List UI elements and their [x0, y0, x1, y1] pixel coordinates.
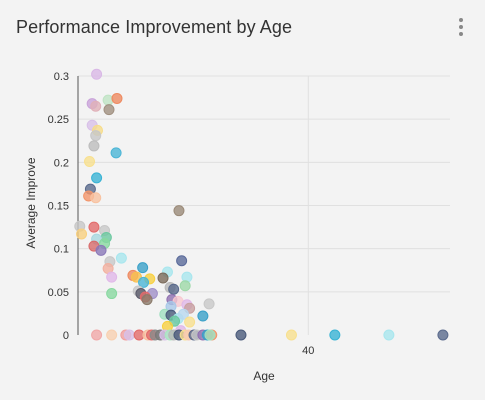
- data-point: [179, 280, 191, 292]
- data-point: [111, 92, 123, 104]
- data-point: [197, 310, 209, 322]
- chart-title: Performance Improvement by Age: [16, 17, 293, 37]
- data-point: [88, 140, 100, 152]
- data-point: [123, 329, 135, 341]
- data-point: [90, 100, 102, 112]
- y-tick-label: 0.1: [54, 244, 69, 256]
- data-point: [95, 244, 107, 256]
- data-point: [137, 262, 149, 274]
- data-point: [103, 104, 115, 116]
- data-point: [84, 155, 96, 167]
- data-point: [106, 271, 118, 283]
- data-point: [76, 228, 88, 240]
- axes: 0 0.05 0.1 0.15 0.2 0.25 0.3 40: [48, 71, 315, 357]
- data-points: [74, 68, 449, 341]
- y-tick-label: 0.2: [54, 157, 69, 169]
- grid: [78, 75, 450, 335]
- y-tick-label: 0.3: [54, 71, 69, 83]
- data-point: [141, 294, 153, 306]
- data-point: [177, 308, 189, 320]
- data-point: [176, 255, 188, 267]
- y-axis-label: Average Improve: [24, 157, 38, 248]
- data-point: [88, 221, 100, 233]
- data-point: [184, 316, 196, 328]
- y-tick-label: 0.15: [48, 201, 69, 213]
- data-point: [173, 205, 185, 217]
- data-point: [102, 94, 114, 106]
- y-tick-label: 0: [63, 330, 69, 342]
- data-point: [157, 272, 169, 284]
- data-point: [91, 172, 103, 184]
- data-point: [168, 283, 180, 295]
- more-vert-icon[interactable]: [452, 16, 470, 38]
- data-point: [437, 329, 449, 341]
- data-point: [110, 147, 122, 159]
- data-point: [138, 276, 150, 288]
- y-tick-label: 0.25: [48, 114, 69, 126]
- data-point: [383, 329, 395, 341]
- data-point: [106, 288, 118, 300]
- x-axis-label: Age: [253, 369, 275, 383]
- data-point: [90, 192, 102, 204]
- data-point: [235, 329, 247, 341]
- data-point: [106, 329, 118, 341]
- data-point: [91, 329, 103, 341]
- data-point: [204, 329, 216, 341]
- data-point: [90, 130, 102, 142]
- data-point: [203, 298, 215, 310]
- y-tick-label: 0.05: [48, 287, 69, 299]
- data-point: [329, 329, 341, 341]
- data-point: [285, 329, 297, 341]
- x-tick-label: 40: [302, 345, 314, 357]
- data-point: [115, 252, 127, 264]
- data-point: [91, 68, 103, 80]
